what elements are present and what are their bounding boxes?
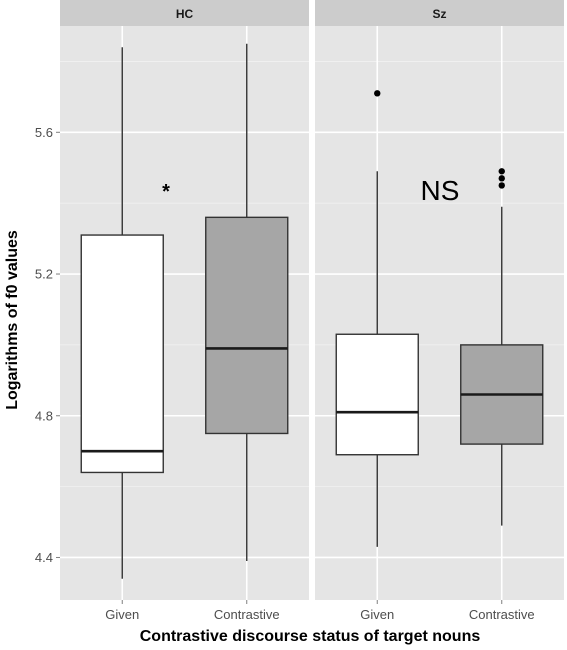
y-axis-title: Logarithms of f0 values xyxy=(4,230,21,410)
box-body xyxy=(335,333,419,456)
significance-annotation: NS xyxy=(421,175,460,206)
facet-panels: HC Given Contrastive * Sz Given Contrastive NS xyxy=(60,0,564,622)
outlier-point xyxy=(498,175,505,182)
box-given xyxy=(335,90,419,547)
box-body xyxy=(80,234,164,474)
box-contrastive xyxy=(460,168,544,526)
outlier-point xyxy=(498,182,505,189)
facet-panel-sz: Sz Given Contrastive NS xyxy=(315,0,564,622)
x-tick-label: Given xyxy=(360,607,394,622)
facet-strip-label: Sz xyxy=(432,7,446,21)
facet-panel-hc: HC Given Contrastive * xyxy=(60,0,309,622)
x-tick-label: Contrastive xyxy=(469,607,535,622)
y-tick-label: 5.2 xyxy=(35,267,53,282)
outlier-point xyxy=(498,168,505,175)
facet-strip xyxy=(315,0,564,26)
significance-annotation: * xyxy=(162,181,170,203)
outlier-point xyxy=(374,90,381,97)
box-body xyxy=(205,216,289,435)
panel-background xyxy=(315,26,564,600)
box-given xyxy=(80,47,164,579)
y-tick-label: 4.4 xyxy=(35,550,53,565)
y-axis: 4.4 4.8 5.2 5.6 xyxy=(35,125,60,565)
facet-strip xyxy=(60,0,309,26)
x-tick-label: Contrastive xyxy=(214,607,280,622)
x-axis-title: Contrastive discourse status of target n… xyxy=(140,628,481,645)
facet-strip-label: HC xyxy=(176,7,194,21)
box-contrastive xyxy=(205,43,289,562)
y-tick-label: 4.8 xyxy=(35,408,53,423)
x-tick-label: Given xyxy=(105,607,139,622)
y-tick-label: 5.6 xyxy=(35,125,53,140)
